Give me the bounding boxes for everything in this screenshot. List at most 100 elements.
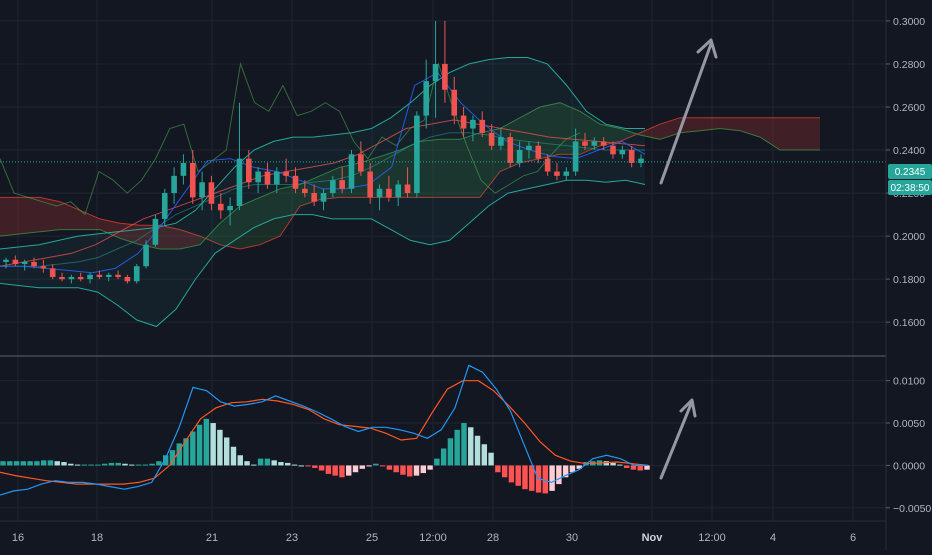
candle[interactable] [115, 270, 121, 280]
candle[interactable] [264, 162, 271, 189]
candle[interactable] [488, 124, 495, 151]
macd-pane[interactable] [0, 364, 650, 496]
candle[interactable] [442, 20, 448, 103]
candle[interactable] [423, 59, 430, 129]
candle[interactable] [133, 264, 140, 284]
candle[interactable] [414, 111, 420, 198]
candle[interactable] [68, 274, 75, 284]
candle[interactable] [610, 141, 616, 159]
candle-body [311, 193, 317, 202]
candle[interactable] [31, 257, 37, 269]
candle[interactable] [255, 167, 261, 194]
candle[interactable] [12, 255, 19, 267]
candle[interactable] [451, 76, 458, 125]
price-axis[interactable]: 0.16000.18000.20000.22000.24000.26000.28… [886, 16, 925, 329]
candle[interactable] [180, 154, 187, 185]
macd-histogram-bar [461, 423, 467, 466]
candle-body [208, 182, 215, 204]
annotation-arrow-macd[interactable] [659, 398, 697, 480]
candle[interactable] [302, 180, 308, 198]
candle[interactable] [628, 145, 635, 168]
candle[interactable] [161, 188, 168, 226]
candle[interactable] [348, 150, 355, 194]
macd-histogram-bar [210, 423, 216, 466]
candle[interactable] [479, 111, 486, 138]
candle[interactable] [283, 158, 289, 183]
candle[interactable] [600, 137, 607, 151]
candle[interactable] [3, 257, 9, 269]
candle[interactable] [236, 102, 243, 211]
time-tick-label: Nov [642, 532, 664, 544]
macd-histogram-bar [325, 465, 332, 474]
macd-histogram-bar [190, 431, 196, 466]
candle[interactable] [87, 272, 93, 284]
candle[interactable] [40, 259, 47, 273]
candle[interactable] [526, 141, 532, 159]
candle[interactable] [311, 184, 317, 206]
macd-histogram-bar [88, 464, 94, 466]
candle[interactable] [591, 137, 598, 151]
candle[interactable] [460, 106, 467, 138]
candle[interactable] [358, 141, 364, 176]
candle[interactable] [217, 193, 224, 219]
candle[interactable] [208, 175, 215, 211]
bollinger-basis [0, 132, 645, 267]
candle-body [171, 175, 177, 194]
candle[interactable] [96, 270, 103, 280]
candle[interactable] [544, 154, 551, 176]
candle-body [274, 171, 280, 185]
lagging-span [0, 61, 581, 216]
candle[interactable] [386, 175, 392, 202]
candle[interactable] [227, 197, 233, 226]
candle[interactable] [582, 132, 588, 151]
annotation-arrow-price[interactable] [659, 38, 718, 185]
macd-histogram-bar [542, 465, 549, 494]
candle[interactable] [498, 128, 504, 151]
macd-histogram-bar [569, 465, 576, 473]
macd-histogram-bar [68, 463, 74, 466]
time-axis[interactable]: 16 18 21 23 25 12:00 28 30 Nov 12:00 4 6 [12, 532, 856, 544]
candle[interactable] [554, 162, 560, 181]
candle[interactable] [320, 188, 327, 211]
candle[interactable] [572, 128, 579, 176]
price-tick-label: 0.3000 [893, 16, 925, 28]
candle[interactable] [189, 150, 196, 204]
candle[interactable] [143, 240, 149, 269]
macd-axis[interactable]: 0.0100 0.0050 0.0000 −0.0050 [886, 376, 931, 515]
candle[interactable] [245, 150, 252, 189]
candle[interactable] [395, 180, 402, 206]
candle[interactable] [535, 141, 542, 163]
price-pane[interactable] [0, 20, 886, 328]
candle[interactable] [470, 115, 476, 142]
macd-histogram-bar [637, 465, 643, 471]
candle[interactable] [21, 259, 28, 271]
macd-histogram-bar [332, 465, 338, 476]
candle[interactable] [292, 167, 299, 194]
bollinger-lower [0, 179, 646, 328]
candle[interactable] [152, 214, 159, 247]
macd-histogram-bar [488, 452, 494, 466]
candle[interactable] [330, 175, 336, 198]
candle[interactable] [619, 145, 626, 159]
candle[interactable] [638, 154, 644, 168]
candle[interactable] [274, 167, 280, 194]
candle-body [572, 141, 579, 172]
candle[interactable] [124, 274, 131, 284]
candle[interactable] [404, 167, 411, 198]
candle[interactable] [59, 272, 65, 282]
candle[interactable] [367, 162, 373, 204]
candle[interactable] [105, 272, 112, 282]
candle[interactable] [563, 167, 570, 181]
candle[interactable] [516, 141, 523, 168]
macd-histogram-bar [47, 460, 54, 466]
candle[interactable] [199, 171, 205, 211]
candle[interactable] [376, 184, 383, 211]
candle[interactable] [432, 20, 439, 118]
candle[interactable] [171, 167, 177, 204]
candle[interactable] [339, 167, 345, 194]
candle[interactable] [77, 272, 84, 282]
macd-histogram-bar [61, 462, 67, 466]
candle[interactable] [49, 264, 56, 280]
